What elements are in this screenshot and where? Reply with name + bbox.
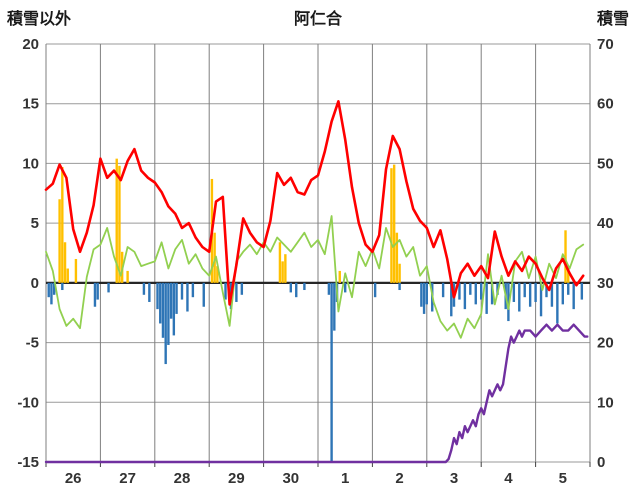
svg-text:30: 30 <box>282 470 299 487</box>
svg-text:15: 15 <box>22 96 39 113</box>
red-line <box>44 100 585 306</box>
svg-text:29: 29 <box>228 470 245 487</box>
left-axis-title: 積雪以外 <box>7 11 72 28</box>
svg-text:20: 20 <box>597 335 614 352</box>
svg-text:-10: -10 <box>17 394 39 411</box>
svg-text:1: 1 <box>341 470 349 487</box>
svg-text:0: 0 <box>597 454 605 471</box>
svg-text:60: 60 <box>597 96 614 113</box>
svg-text:50: 50 <box>597 155 614 172</box>
purple-line <box>44 323 589 464</box>
svg-text:28: 28 <box>174 470 191 487</box>
svg-text:30: 30 <box>597 275 614 292</box>
svg-text:-5: -5 <box>26 335 39 352</box>
gridlines <box>45 43 591 467</box>
svg-text:5: 5 <box>559 470 567 487</box>
svg-text:4: 4 <box>504 470 513 487</box>
svg-text:5: 5 <box>31 215 39 232</box>
svg-text:-15: -15 <box>17 454 39 471</box>
green-line <box>45 215 585 339</box>
svg-text:10: 10 <box>22 155 39 172</box>
svg-text:10: 10 <box>597 394 614 411</box>
svg-text:0: 0 <box>31 275 39 292</box>
svg-text:20: 20 <box>22 36 39 53</box>
svg-text:70: 70 <box>597 36 614 53</box>
svg-text:26: 26 <box>65 470 82 487</box>
right-axis-title: 積雪 <box>596 11 629 28</box>
blue-bars <box>47 282 584 462</box>
svg-text:27: 27 <box>119 470 136 487</box>
chart-title: 阿仁合 <box>293 11 342 28</box>
svg-text:3: 3 <box>450 470 458 487</box>
svg-text:40: 40 <box>597 215 614 232</box>
svg-text:2: 2 <box>395 470 403 487</box>
